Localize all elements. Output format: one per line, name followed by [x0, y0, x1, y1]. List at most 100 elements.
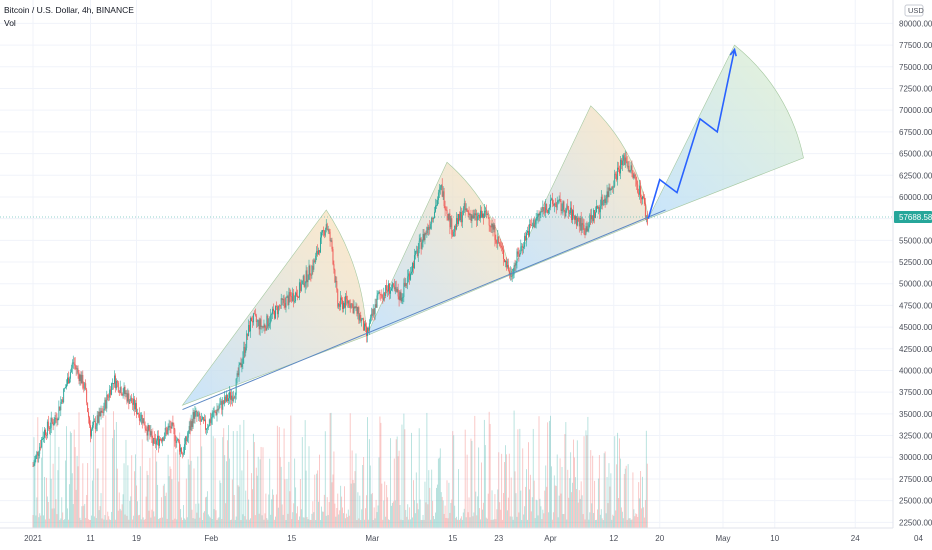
volume-bar [497, 489, 499, 528]
volume-bar [257, 456, 259, 528]
volume-bar [623, 473, 625, 528]
fan-sector[interactable] [509, 105, 649, 276]
volume-bar [344, 518, 346, 528]
volume-bar [191, 509, 193, 528]
candle-body [102, 412, 104, 414]
candle-body [555, 203, 557, 208]
volume-bar [129, 500, 131, 528]
candle-body [178, 438, 180, 442]
symbol-title[interactable]: Bitcoin / U.S. Dollar, 4h, BINANCE [4, 5, 134, 15]
candle-body [120, 387, 122, 395]
candle-body [72, 362, 74, 364]
candle-body [539, 213, 541, 216]
volume-bar [246, 519, 248, 528]
candle-body [538, 213, 540, 216]
volume-bar [149, 457, 151, 528]
candle-body [479, 215, 481, 219]
volume-bar [505, 454, 507, 528]
y-tick-label: 40000.00 [899, 366, 932, 375]
volume-bar [393, 458, 395, 528]
volume-bar [48, 518, 50, 528]
volume-bar [627, 464, 629, 528]
volume-bar [561, 466, 563, 528]
candle-body [569, 213, 571, 214]
candle-body [46, 421, 48, 436]
volume-bar [175, 452, 177, 528]
candle-body [414, 251, 416, 256]
time-axis[interactable]: 2021 11 19 Feb 15 Mar 15 23 Apr 12 20 May 10 24 04 [0, 527, 932, 550]
volume-bar [220, 483, 222, 528]
candle-body [309, 265, 311, 275]
candle-body [432, 217, 434, 220]
volume-bar [54, 412, 56, 528]
volume-bar [120, 510, 122, 528]
candle-body [220, 401, 222, 405]
volume-bar [303, 517, 305, 528]
candle-body [525, 235, 527, 241]
volume-bar [171, 479, 173, 528]
y-tick-label: 52500.00 [899, 258, 932, 267]
volume-bar [122, 494, 124, 528]
currency-unit-box[interactable] [904, 4, 924, 17]
volume-bar [100, 493, 102, 528]
volume-bar [58, 446, 60, 528]
volume-bar [523, 514, 525, 528]
currency-unit-label: USD [908, 6, 924, 15]
candle-body [112, 382, 113, 384]
volume-bar [536, 500, 538, 528]
volume-bar [516, 516, 518, 528]
candle-body [508, 270, 510, 275]
candle-body [327, 229, 329, 231]
candle-body [413, 255, 415, 269]
candle-body [292, 293, 294, 302]
fan-sector[interactable] [365, 161, 511, 337]
volume-bar [323, 494, 325, 528]
volume-bar [356, 519, 358, 528]
volume-bar [465, 517, 467, 528]
volume-bar [70, 432, 72, 528]
volume-bar [86, 494, 88, 528]
candle-body [308, 265, 310, 280]
volume-bar [599, 514, 601, 528]
candle-body [114, 375, 115, 384]
candle-body [325, 224, 327, 230]
candle-body [202, 417, 204, 420]
volume-bar [487, 493, 489, 528]
candle-body [506, 264, 508, 268]
volume-bar [586, 435, 588, 528]
volume-bar [359, 495, 361, 528]
volume-bar [360, 519, 362, 528]
candle-body [179, 441, 181, 452]
candle-body [369, 317, 371, 324]
candle-body [644, 203, 646, 217]
volume-bar [225, 503, 227, 528]
candle-body [388, 283, 389, 292]
projection-arrow[interactable] [647, 49, 736, 219]
candle-body [611, 186, 613, 190]
candle-body [404, 282, 406, 287]
candle-body [216, 409, 218, 415]
volume-bar [336, 507, 338, 528]
candle-body [158, 435, 159, 446]
candle-body [66, 384, 67, 388]
volume-indicator-label[interactable]: Vol [4, 18, 16, 28]
volume-bar [286, 478, 288, 528]
candle-body [105, 399, 107, 409]
candle-body [393, 285, 395, 290]
candle-body [283, 299, 285, 304]
candle-body [254, 313, 256, 316]
candle-body [239, 362, 241, 365]
volume-bar [295, 487, 297, 528]
candle-body [301, 280, 303, 285]
price-axis[interactable]: 80000.00 77500.00 75000.00 72500.00 70000.00… [892, 0, 932, 550]
volume-bar [431, 469, 433, 528]
volume-bar [416, 503, 418, 528]
volume-bar [552, 512, 554, 528]
fan-sector[interactable] [647, 44, 804, 220]
volume-bar [604, 451, 606, 528]
volume-bar [485, 517, 487, 528]
candle-body [332, 249, 334, 265]
trend-line[interactable] [182, 209, 666, 410]
candle-body [307, 279, 309, 283]
